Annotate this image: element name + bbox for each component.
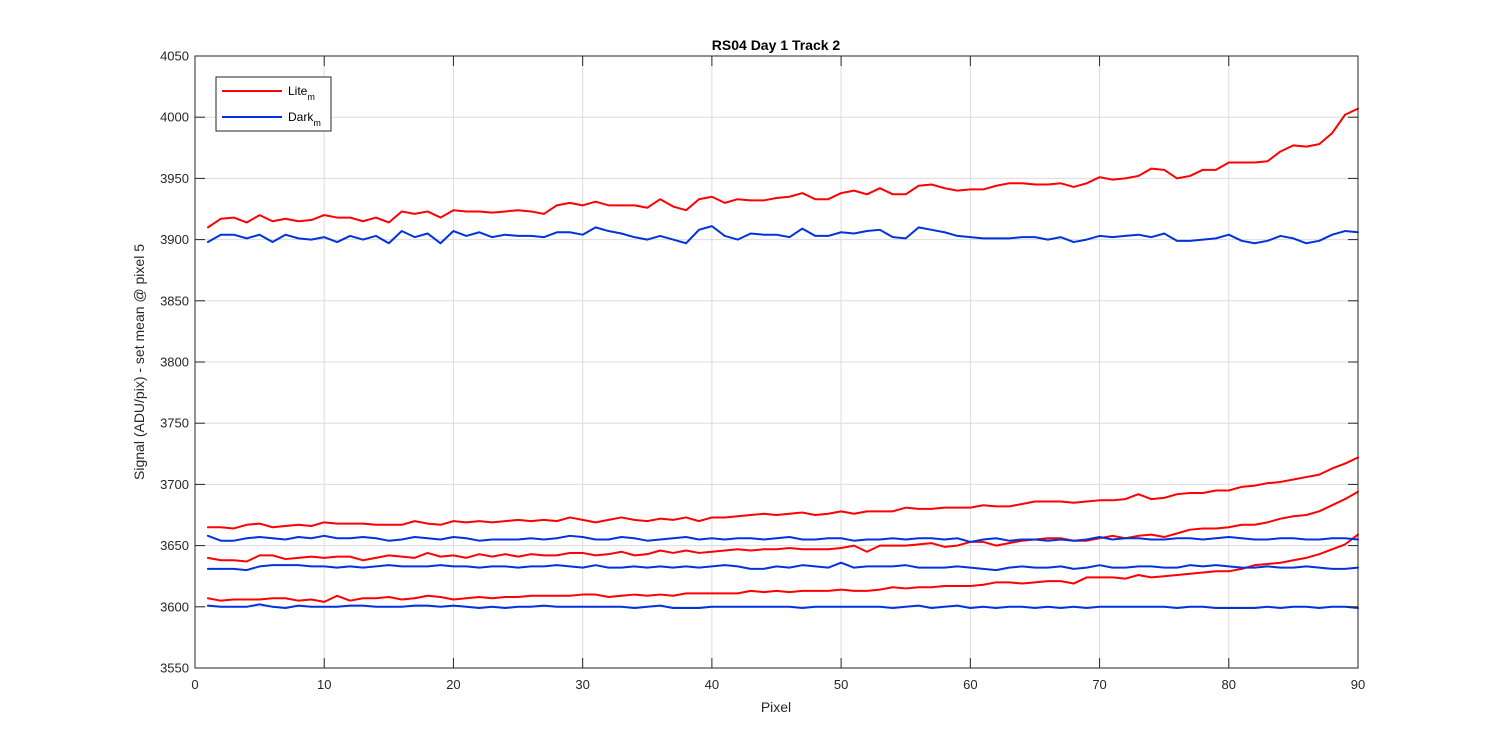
y-axis-label: Signal (ADU/pix) - set mean @ pixel 5	[131, 244, 147, 480]
series-line-dark-5	[206, 225, 1359, 245]
y-tick-label: 3750	[160, 416, 189, 431]
legend: Litem Darkm	[215, 76, 332, 132]
y-tick-label: 3800	[160, 355, 189, 370]
legend-label-lite-subscript: m	[307, 92, 315, 102]
x-tick-label: 80	[1222, 677, 1236, 692]
legend-label-dark: Darkm	[288, 110, 321, 128]
legend-box	[215, 76, 332, 132]
x-tick-label: 0	[191, 677, 198, 692]
y-tick-label: 3700	[160, 477, 189, 492]
y-tick-label: 3600	[160, 599, 189, 614]
x-axis-label: Pixel	[761, 699, 791, 715]
axis-ticks: 0 10 20 30 40 50 60 70 80 90355036003650370037503…	[160, 49, 1365, 693]
y-tick-label: 4000	[160, 110, 189, 125]
x-tick-label: 40	[705, 677, 719, 692]
x-tick-label: 50	[834, 677, 848, 692]
series-line-dark-8	[206, 603, 1359, 610]
legend-label-dark-subscript: m	[313, 118, 321, 128]
legend-label-lite-name: Lite	[288, 84, 308, 98]
y-tick-label: 3850	[160, 293, 189, 308]
y-tick-label: 3900	[160, 232, 189, 247]
x-tick-label: 60	[963, 677, 977, 692]
y-tick-label: 3650	[160, 538, 189, 553]
series-line-dark-6	[206, 534, 1359, 543]
x-tick-label: 90	[1351, 677, 1365, 692]
y-tick-label: 3550	[160, 661, 189, 676]
series-line-lite-2	[206, 456, 1359, 530]
legend-label-lite: Litem	[288, 84, 315, 102]
x-tick-label: 30	[575, 677, 589, 692]
x-tick-label: 20	[446, 677, 460, 692]
series-line-lite-3	[206, 490, 1359, 563]
series-line-lite-4	[206, 533, 1359, 603]
legend-label-dark-name: Dark	[288, 110, 314, 124]
series-lines	[206, 107, 1359, 610]
series-line-lite-1	[206, 107, 1359, 229]
y-tick-label: 3950	[160, 171, 189, 186]
series-line-dark-7	[206, 561, 1359, 572]
x-tick-label: 10	[317, 677, 331, 692]
chart-title: RS04 Day 1 Track 2	[712, 37, 841, 53]
x-tick-label: 70	[1092, 677, 1106, 692]
y-tick-label: 4050	[160, 49, 189, 64]
